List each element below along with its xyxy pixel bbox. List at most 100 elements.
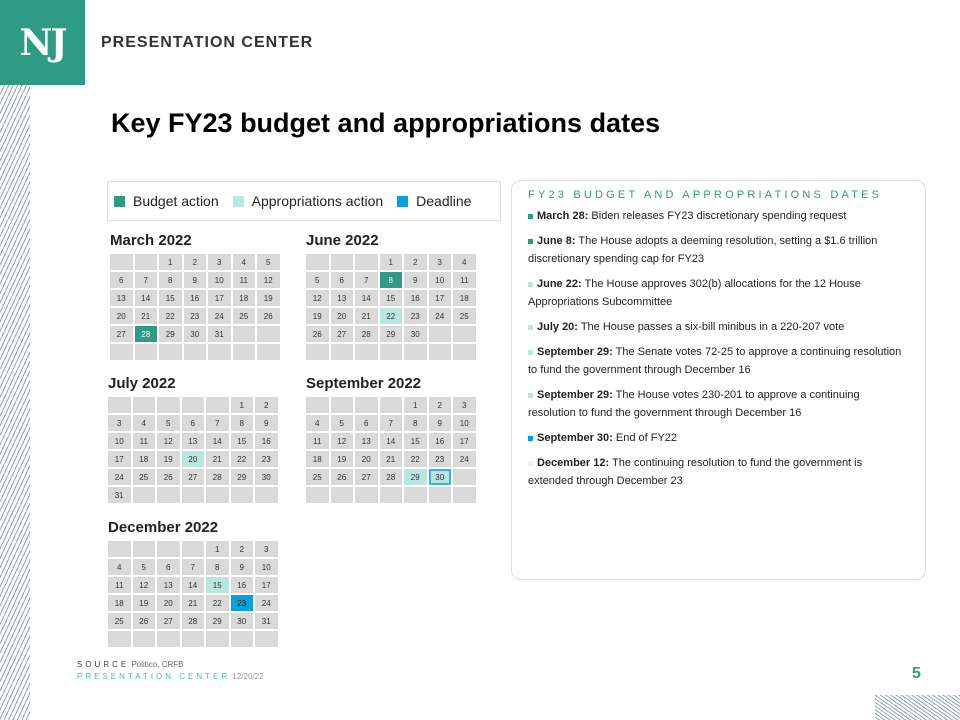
calendar-day — [255, 487, 278, 503]
nj-logo: NJ — [0, 0, 85, 85]
entry-date: December 12: — [537, 457, 610, 469]
calendar-day: 1 — [379, 254, 402, 270]
footer-date: 12/20/22 — [232, 672, 264, 681]
calendar-day: 29 — [206, 613, 229, 629]
calendar-day: 27 — [181, 469, 204, 485]
entry-text: The continuing resolution to fund the go… — [528, 457, 863, 487]
calendar-day: 27 — [110, 326, 133, 342]
entry-date: July 20: — [537, 321, 578, 333]
calendar-day: 9 — [183, 272, 206, 288]
calendar-day: 26 — [257, 308, 280, 324]
calendar-day — [453, 487, 476, 503]
calendar-day: 4 — [306, 415, 329, 431]
calendar-day: 6 — [157, 559, 180, 575]
calendar-day: 28 — [181, 613, 204, 629]
calendar-title: September 2022 — [306, 375, 422, 392]
calendar-day — [453, 326, 476, 342]
calendar-day: 20 — [355, 451, 378, 467]
entry-text: The House approves 302(b) allocations fo… — [528, 278, 861, 308]
calendar-day: 10 — [428, 272, 451, 288]
legend-label: Deadline — [416, 193, 472, 209]
calendar-day — [181, 631, 204, 647]
legend-item-approp: Appropriations action — [232, 193, 384, 209]
calendar-day — [255, 631, 278, 647]
calendar-day: 27 — [330, 326, 353, 342]
calendar-day — [232, 344, 255, 360]
calendar-day — [379, 487, 402, 503]
calendar-day: 5 — [157, 415, 180, 431]
calendar-day — [257, 326, 280, 342]
legend-swatch — [232, 195, 244, 207]
calendar-day: 26 — [157, 469, 180, 485]
calendar-grid: 1 2 3 4 5 6 7 8 9 10 11 12 13 14 15 16 17 18 19 20 21 22 23 24 2… — [306, 397, 478, 503]
calendar-day — [134, 344, 157, 360]
bullet-square-icon — [528, 238, 533, 244]
calendar-december: December 2022 1 2 3 4 5 6 7 8 9 10 11 12 13 14 15 16 17 18… — [108, 519, 280, 647]
calendar-day — [183, 344, 206, 360]
date-entry: June 22: The House approves 302(b) alloc… — [528, 275, 909, 311]
calendar-day: 30 — [230, 613, 253, 629]
entry-text: The House votes 230-201 to approve a con… — [528, 389, 860, 419]
calendar-day — [428, 344, 451, 360]
calendar-day: 15 — [206, 577, 229, 593]
calendar-day — [428, 326, 451, 342]
calendar-day — [157, 487, 180, 503]
calendar-day: 13 — [110, 290, 133, 306]
calendar-day: 22 — [379, 308, 402, 324]
bullet-square-icon — [528, 392, 533, 398]
calendar-day: 8 — [206, 559, 229, 575]
calendar-day: 12 — [257, 272, 280, 288]
calendar-day: 18 — [132, 451, 155, 467]
calendar-day: 19 — [330, 451, 353, 467]
calendar-day: 12 — [306, 290, 329, 306]
legend-item-deadline: Deadline — [397, 193, 471, 209]
entry-text: End of FY22 — [612, 432, 678, 444]
calendar-day: 16 — [428, 433, 451, 449]
calendar-day — [330, 487, 353, 503]
calendar-day — [157, 631, 180, 647]
calendar-day — [181, 487, 204, 503]
calendar-day: 25 — [453, 308, 476, 324]
calendar-day — [330, 344, 353, 360]
calendar-day: 12 — [132, 577, 155, 593]
dates-panel: FY23 BUDGET AND APPROPRIATIONS DATES Mar… — [511, 180, 926, 580]
page-title: Key FY23 budget and appropriations dates — [111, 108, 661, 138]
calendar-day: 10 — [108, 433, 131, 449]
calendar-day: 25 — [132, 469, 155, 485]
legend-swatch — [114, 195, 125, 207]
calendar-day: 23 — [404, 308, 427, 324]
calendar-day: 3 — [428, 254, 451, 270]
legend-label: Appropriations action — [251, 193, 384, 209]
calendar-day: 22 — [404, 451, 427, 467]
calendar-day: 27 — [157, 613, 180, 629]
calendar-day — [181, 541, 204, 557]
calendar-day: 6 — [355, 415, 378, 431]
bullet-square-icon — [528, 324, 533, 330]
calendar-day: 17 — [428, 290, 451, 306]
calendar-day — [230, 631, 253, 647]
calendar-day: 24 — [428, 308, 451, 324]
entry-date: June 8: — [537, 235, 576, 247]
calendar-day: 11 — [453, 272, 476, 288]
source-text: Politico, CRFB — [131, 660, 184, 669]
calendar-day — [108, 631, 131, 647]
bullet-square-icon — [528, 213, 533, 219]
calendar-day: 17 — [453, 433, 476, 449]
calendar-title: June 2022 — [306, 232, 379, 249]
legend: Budget action Appropriations action Deadli… — [107, 181, 501, 221]
calendar-day: 1 — [206, 541, 229, 557]
legend-label: Budget action — [133, 193, 219, 209]
calendar-day: 25 — [108, 613, 131, 629]
calendar-day: 5 — [330, 415, 353, 431]
calendar-day: 28 — [206, 469, 229, 485]
calendar-day — [206, 397, 229, 413]
calendar-day: 19 — [157, 451, 180, 467]
calendar-day: 25 — [232, 308, 255, 324]
calendar-day: 30 — [255, 469, 278, 485]
calendar-grid: 1 2 3 4 5 6 7 8 9 10 11 12 13 14 15 16 17 18 19 20 21 22 23 24 2… — [110, 254, 282, 360]
calendar-day: 6 — [181, 415, 204, 431]
calendar-day: 11 — [132, 433, 155, 449]
calendar-day: 4 — [232, 254, 255, 270]
entry-date: September 29: — [537, 346, 613, 358]
entry-text: The House passes a six-bill minibus in a… — [577, 321, 845, 333]
